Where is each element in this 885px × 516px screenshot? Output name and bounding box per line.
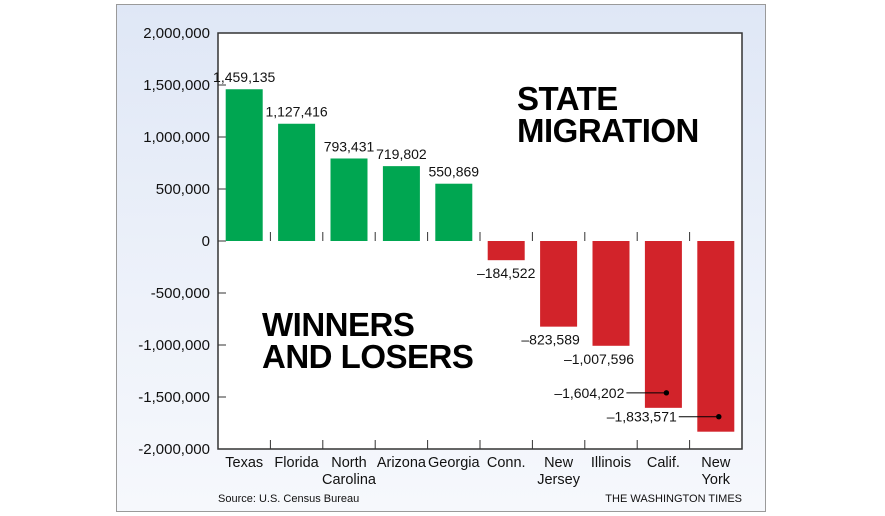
bar [330, 158, 368, 241]
y-tick-label: -2,000,000 [138, 441, 210, 458]
y-tick-label: -500,000 [151, 285, 210, 302]
x-category-label: Illinois [591, 455, 631, 471]
y-tick-label: 500,000 [156, 181, 210, 198]
data-label: –184,522 [477, 265, 536, 281]
data-label: 1,127,416 [265, 104, 327, 120]
bar [697, 241, 735, 432]
y-tick-label: 1,500,000 [143, 77, 210, 94]
x-category-label: Jersey [537, 472, 580, 488]
bar [278, 123, 316, 241]
x-category-label: Conn. [487, 455, 526, 471]
source-note: Source: U.S. Census Bureau [218, 493, 359, 505]
y-tick-label: -1,000,000 [138, 337, 210, 354]
x-category-label: Carolina [322, 472, 377, 488]
credit: THE WASHINGTON TIMES [605, 493, 742, 505]
x-category-label: North [331, 455, 366, 471]
x-category-label: Georgia [428, 455, 481, 471]
bar [435, 183, 473, 241]
data-label: –1,833,571 [607, 409, 677, 425]
data-label: 719,802 [376, 146, 427, 162]
y-tick-label: -1,500,000 [138, 389, 210, 406]
bar [592, 241, 630, 346]
y-tick-label: 0 [202, 233, 210, 250]
data-label: 1,459,135 [213, 69, 275, 85]
x-category-label: York [702, 472, 731, 488]
x-category-label: Calif. [647, 455, 680, 471]
x-category-label: Arizona [377, 455, 427, 471]
bar [540, 241, 578, 327]
data-label: –1,007,596 [564, 351, 634, 367]
x-category-label: Texas [225, 455, 263, 471]
chart-subtitle-line2: AND LOSERS [262, 338, 473, 375]
x-category-label: Florida [274, 455, 319, 471]
bar [644, 241, 682, 408]
bar [225, 89, 263, 241]
data-label: 550,869 [428, 164, 479, 180]
data-label: 793,431 [324, 138, 375, 154]
bar [382, 166, 420, 241]
chart-title-line1: STATE [517, 80, 618, 117]
data-label: –823,589 [521, 332, 580, 348]
y-tick-label: 2,000,000 [143, 25, 210, 42]
bar [487, 241, 525, 261]
x-category-label: New [544, 455, 574, 471]
chart-subtitle-line1: WINNERS [262, 306, 414, 343]
y-tick-label: 1,000,000 [143, 129, 210, 146]
x-category-label: New [701, 455, 731, 471]
data-label: –1,604,202 [554, 385, 624, 401]
chart-title-line2: MIGRATION [517, 112, 699, 149]
